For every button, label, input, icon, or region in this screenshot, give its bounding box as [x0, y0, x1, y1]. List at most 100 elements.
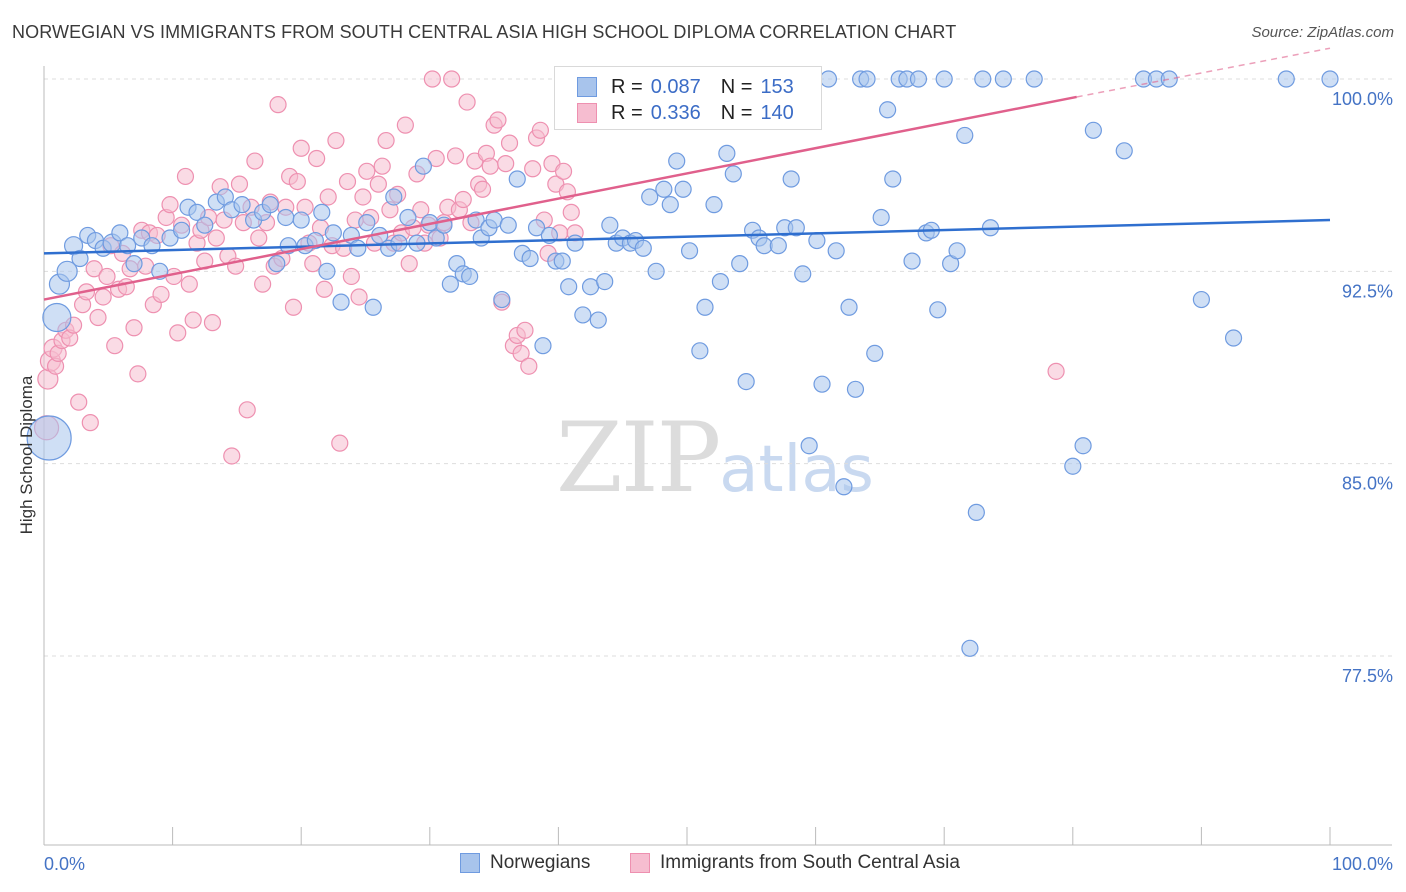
- norwegian-point: [974, 70, 992, 88]
- legend-r-label: R =: [611, 75, 643, 98]
- norwegian-point: [268, 255, 286, 273]
- legend-row-immigrants: R = 0.336 N = 140: [577, 100, 794, 126]
- immigrant-point: [516, 321, 534, 339]
- norwegian-point: [647, 262, 665, 280]
- norwegian-point: [866, 344, 884, 362]
- legend-label: Norwegians: [490, 852, 591, 873]
- norwegian-point: [358, 214, 376, 232]
- immigrant-point: [358, 162, 376, 180]
- legend-n-label: N =: [720, 101, 753, 124]
- norwegian-point: [711, 272, 730, 291]
- norwegian-point: [196, 216, 214, 234]
- immigrant-point: [1047, 362, 1065, 380]
- immigrant-point: [500, 134, 519, 152]
- immigrant-trendline-extension: [1076, 47, 1331, 98]
- immigrant-point: [180, 275, 198, 293]
- norwegian-point: [827, 242, 845, 260]
- legend-r-value: 0.087: [650, 75, 701, 98]
- norwegian-point: [534, 337, 552, 355]
- norwegian-point: [1192, 290, 1211, 309]
- norwegian-point: [1321, 70, 1339, 88]
- immigrant-point: [554, 162, 573, 180]
- norwegian-point: [994, 70, 1012, 88]
- norwegian-point: [233, 196, 251, 214]
- immigrant-point: [230, 175, 249, 193]
- norwegian-point: [674, 180, 692, 198]
- norwegian-point: [967, 503, 985, 521]
- immigrant-trendline: [43, 95, 1077, 301]
- norwegian-point: [461, 267, 479, 286]
- norwegian-point: [318, 262, 336, 280]
- norwegian-point: [661, 196, 679, 214]
- norwegian-point: [277, 208, 295, 227]
- immigrant-point: [70, 393, 88, 411]
- norwegian-point: [782, 170, 800, 188]
- immigrant-point: [308, 149, 326, 168]
- x-tick-label: 0.0%: [44, 854, 85, 874]
- norwegian-point: [884, 170, 902, 188]
- norwegian-point: [111, 224, 129, 242]
- immigrant-point: [254, 275, 272, 293]
- immigrant-point: [161, 196, 179, 214]
- norwegian-point: [589, 311, 607, 329]
- y-tick-label: 85.0%: [1342, 474, 1393, 494]
- zipatlas-watermark: ZIPatlas: [556, 402, 874, 514]
- immigrant-point: [238, 401, 256, 419]
- norwegian-point: [909, 70, 928, 88]
- immigrant-point: [331, 434, 349, 452]
- legend-n-value: 140: [760, 101, 794, 124]
- norwegian-point: [313, 203, 331, 221]
- norwegian-point: [56, 260, 78, 282]
- legend-r-label: R =: [611, 101, 643, 124]
- norwegian-point: [737, 373, 755, 391]
- immigrant-point: [454, 190, 472, 209]
- norwegian-point: [1025, 70, 1043, 88]
- norwegian-point: [188, 203, 206, 221]
- norwegian-point: [399, 208, 417, 227]
- legend-swatch-pink: [577, 103, 597, 123]
- legend-r-value: 0.336: [650, 101, 701, 124]
- immigrant-point: [531, 121, 549, 139]
- immigrant-point: [400, 255, 418, 273]
- immigrant-point: [169, 324, 187, 342]
- immigrant-point: [250, 229, 268, 247]
- norwegian-point: [261, 196, 279, 214]
- y-tick-label: 92.5%: [1342, 281, 1393, 301]
- norwegian-point: [858, 70, 876, 88]
- norwegian-point: [1160, 70, 1178, 88]
- norwegian-point: [787, 219, 805, 237]
- norwegian-point: [835, 478, 853, 496]
- norwegian-point: [696, 298, 714, 316]
- norwegian-point: [794, 265, 812, 283]
- immigrant-point: [327, 131, 345, 150]
- norwegian-point: [1115, 142, 1133, 160]
- immigrant-point: [288, 172, 306, 191]
- norwegian-point: [292, 211, 310, 229]
- norwegian-point: [634, 239, 652, 257]
- y-tick-label: 77.5%: [1342, 666, 1393, 686]
- legend-label: Immigrants from South Central Asia: [660, 852, 960, 873]
- legend-item-immigrants: Immigrants from South Central Asia: [630, 852, 960, 874]
- norwegian-point: [948, 242, 966, 260]
- immigrant-point: [338, 172, 357, 191]
- norwegian-point: [879, 101, 897, 119]
- norwegian-point: [800, 437, 818, 455]
- norwegian-point: [173, 221, 191, 239]
- norwegian-point: [499, 216, 517, 234]
- immigrant-point: [207, 229, 225, 247]
- norwegian-point: [655, 180, 673, 198]
- immigrant-point: [350, 288, 368, 306]
- immigrant-point: [369, 175, 387, 193]
- norwegian-point: [596, 272, 614, 291]
- norwegian-point: [118, 237, 137, 255]
- immigrant-point: [446, 147, 465, 165]
- legend-swatch-blue: [460, 853, 480, 873]
- norwegian-point: [521, 249, 539, 268]
- immigrant-point: [443, 70, 461, 88]
- norwegian-point: [840, 298, 858, 316]
- immigrant-point: [497, 155, 515, 173]
- immigrant-point: [377, 131, 395, 150]
- norwegian-trendline: [43, 218, 1331, 255]
- immigrant-point: [524, 160, 542, 178]
